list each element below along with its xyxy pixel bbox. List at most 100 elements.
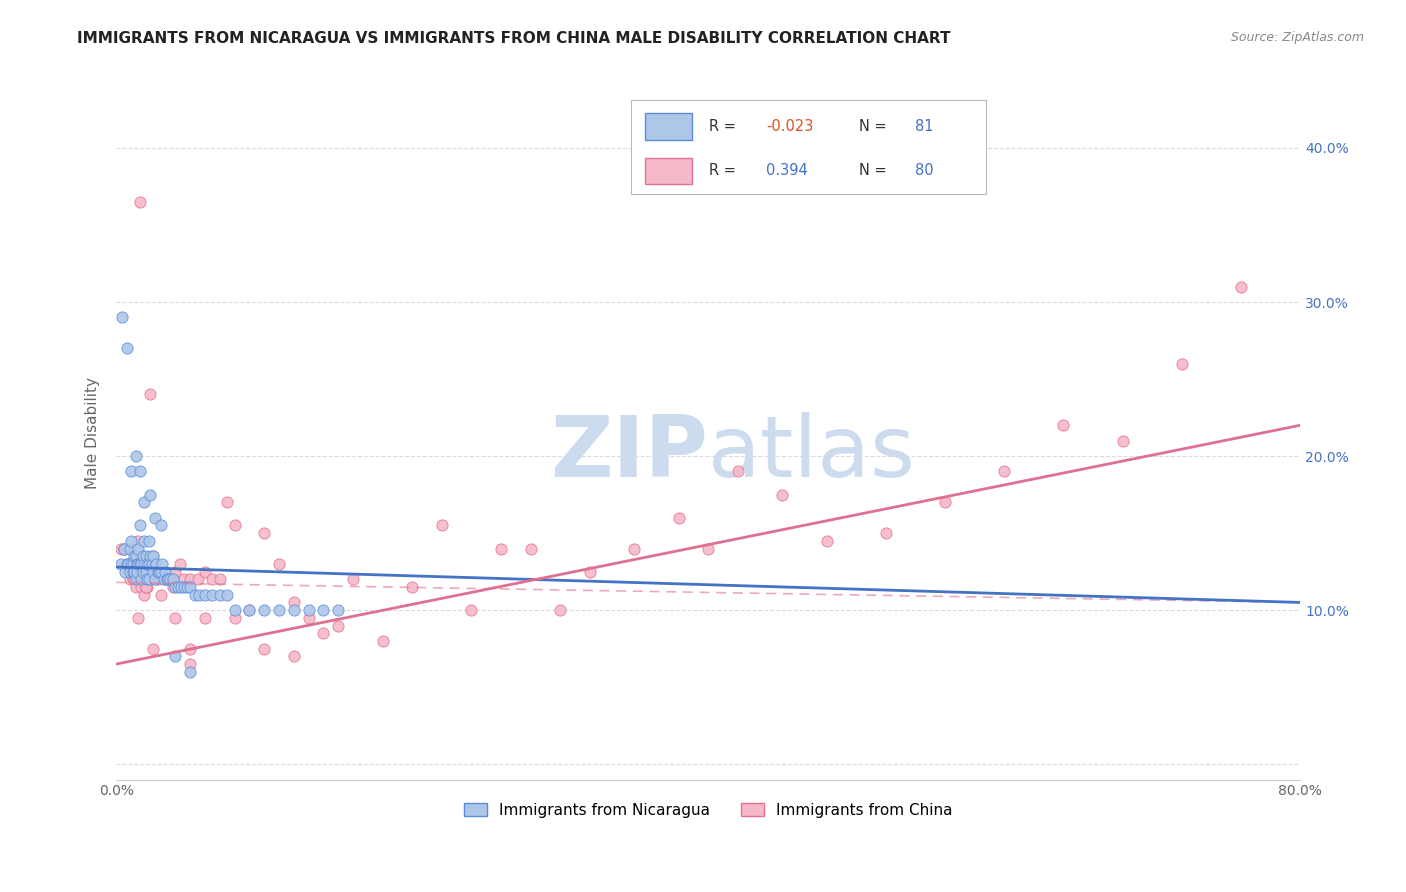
Point — [157, 572, 180, 586]
Point — [149, 565, 172, 579]
Point — [122, 572, 145, 586]
Point — [267, 557, 290, 571]
Point — [159, 572, 181, 586]
Point — [127, 572, 149, 586]
Point — [124, 572, 146, 586]
Point — [124, 580, 146, 594]
Point — [143, 510, 166, 524]
Point — [121, 572, 143, 586]
Point — [170, 580, 193, 594]
Point — [129, 465, 152, 479]
Point — [312, 603, 335, 617]
Point — [283, 595, 305, 609]
Point — [217, 495, 239, 509]
Text: ZIP: ZIP — [550, 412, 709, 495]
Point — [134, 495, 156, 509]
Point — [217, 588, 239, 602]
Point — [124, 449, 146, 463]
Point — [120, 533, 142, 548]
Point — [623, 541, 645, 556]
Point — [328, 618, 350, 632]
Point — [134, 588, 156, 602]
Point — [165, 649, 187, 664]
Point — [145, 557, 167, 571]
Point — [114, 565, 136, 579]
Point — [187, 572, 209, 586]
Point — [125, 557, 148, 571]
Point — [1230, 279, 1253, 293]
Point — [201, 588, 224, 602]
Point — [176, 580, 198, 594]
Point — [141, 557, 163, 571]
Point — [149, 518, 172, 533]
Point — [136, 572, 159, 586]
Point — [118, 565, 141, 579]
Point — [371, 634, 394, 648]
Point — [155, 572, 177, 586]
Point — [298, 603, 321, 617]
Point — [142, 549, 165, 564]
Point — [142, 641, 165, 656]
Point — [127, 611, 149, 625]
Point — [283, 649, 305, 664]
Point — [668, 510, 690, 524]
Point — [131, 580, 153, 594]
Point — [169, 557, 191, 571]
Point — [115, 341, 138, 355]
Point — [138, 557, 160, 571]
Point — [135, 580, 157, 594]
Point — [118, 541, 141, 556]
Point — [143, 572, 166, 586]
Point — [238, 603, 260, 617]
Point — [548, 603, 571, 617]
Point — [150, 565, 173, 579]
Point — [127, 533, 149, 548]
Point — [267, 603, 290, 617]
Point — [194, 565, 217, 579]
Point — [112, 541, 135, 556]
Point — [117, 557, 139, 571]
Point — [149, 588, 172, 602]
Point — [253, 603, 276, 617]
Point — [224, 518, 246, 533]
Point — [115, 557, 138, 571]
Text: atlas: atlas — [709, 412, 917, 495]
Point — [148, 565, 170, 579]
Point — [122, 565, 145, 579]
Point — [142, 565, 165, 579]
Point — [112, 541, 135, 556]
Point — [135, 565, 157, 579]
Point — [150, 557, 173, 571]
Point — [167, 580, 190, 594]
Point — [489, 541, 512, 556]
Point — [131, 557, 153, 571]
Point — [135, 549, 157, 564]
Point — [120, 557, 142, 571]
Point — [179, 641, 201, 656]
Point — [138, 557, 160, 571]
Point — [142, 549, 165, 564]
Point — [519, 541, 541, 556]
Point — [152, 572, 174, 586]
Point — [136, 557, 159, 571]
Point — [118, 572, 141, 586]
Point — [165, 565, 187, 579]
Point — [112, 541, 135, 556]
Point — [124, 549, 146, 564]
Point — [120, 465, 142, 479]
Text: IMMIGRANTS FROM NICARAGUA VS IMMIGRANTS FROM CHINA MALE DISABILITY CORRELATION C: IMMIGRANTS FROM NICARAGUA VS IMMIGRANTS … — [77, 31, 950, 46]
Legend: Immigrants from Nicaragua, Immigrants from China: Immigrants from Nicaragua, Immigrants fr… — [458, 797, 959, 824]
Point — [183, 588, 205, 602]
Point — [139, 549, 162, 564]
Point — [134, 533, 156, 548]
Point — [253, 526, 276, 541]
Point — [129, 194, 152, 209]
Point — [188, 588, 211, 602]
Point — [815, 533, 838, 548]
Point — [115, 557, 138, 571]
Point — [132, 565, 155, 579]
Point — [132, 565, 155, 579]
Y-axis label: Male Disability: Male Disability — [86, 377, 100, 489]
Point — [179, 665, 201, 679]
Point — [111, 310, 134, 325]
